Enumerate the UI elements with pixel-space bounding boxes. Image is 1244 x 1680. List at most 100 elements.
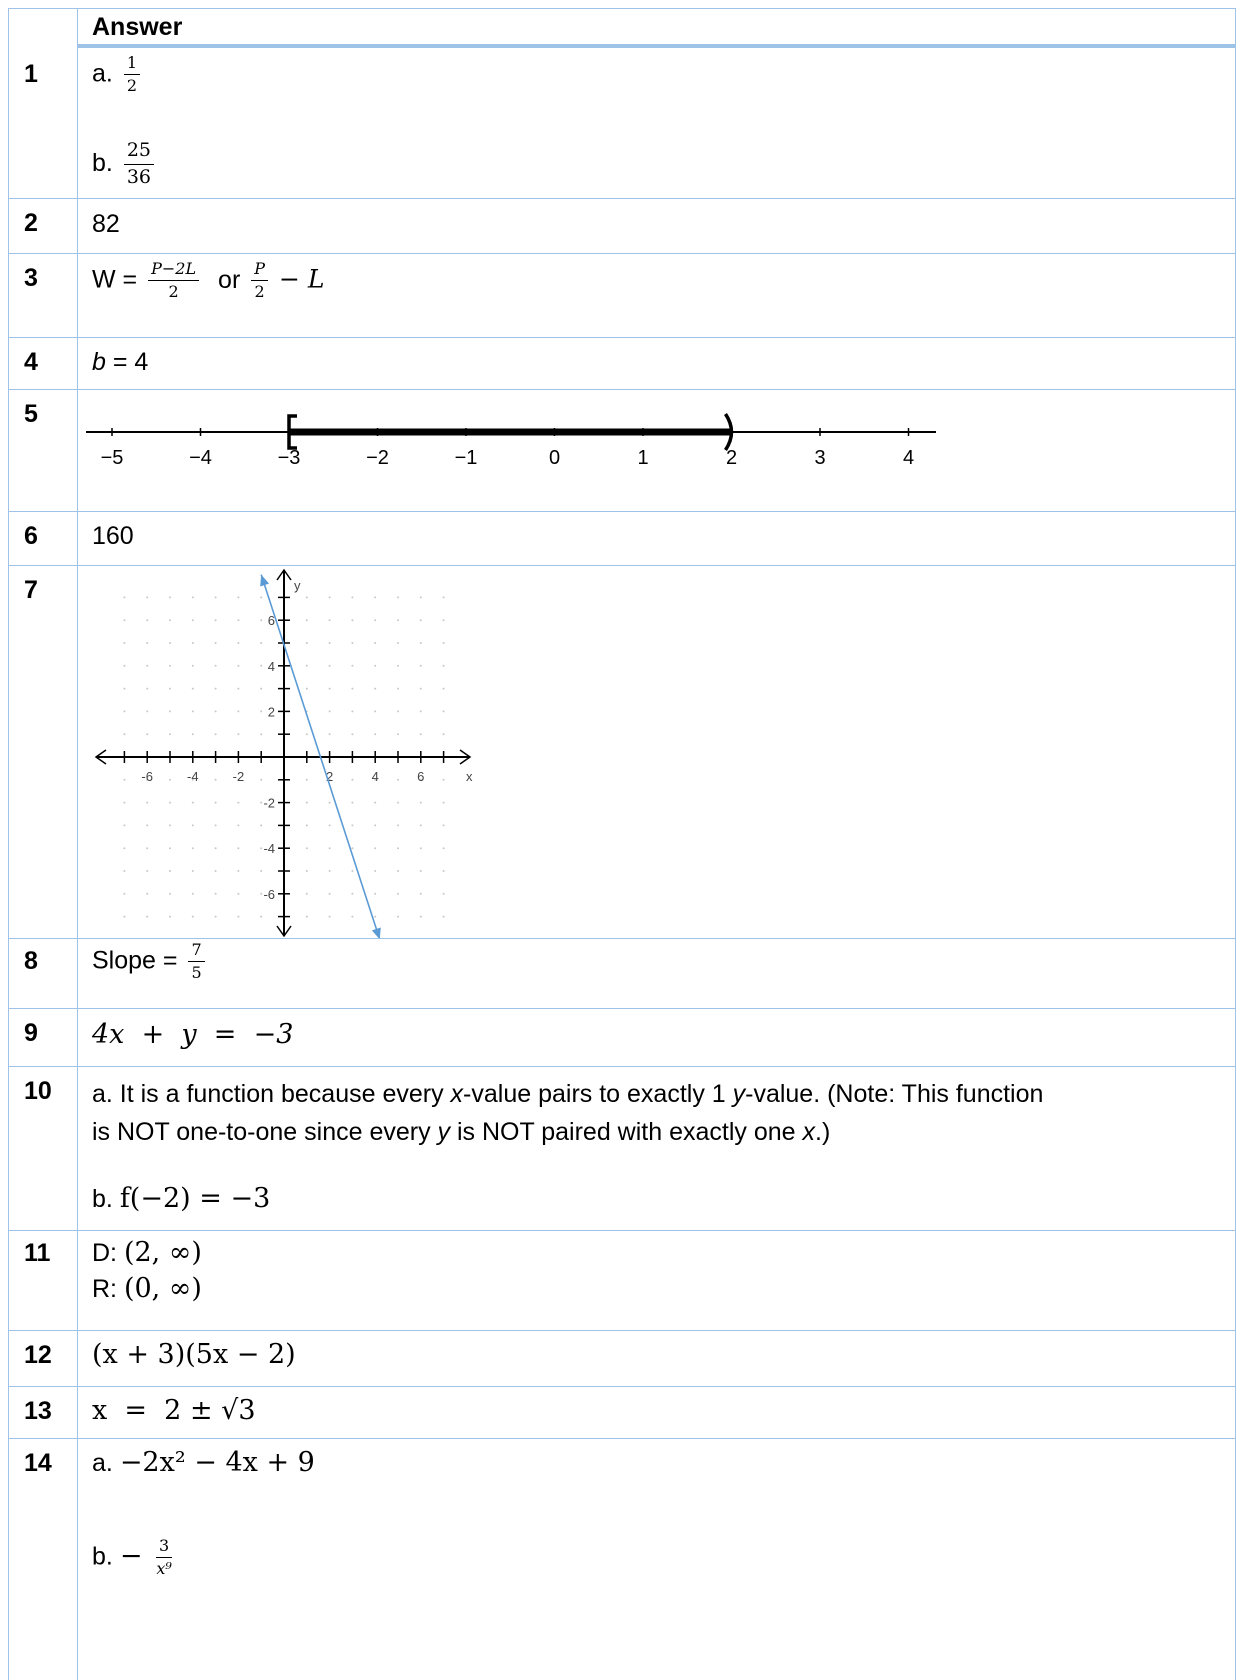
grid-dot (351, 824, 354, 827)
grid-dot (351, 915, 354, 918)
grid-dot (146, 915, 149, 918)
grid-dot (374, 824, 377, 827)
grid-dot (442, 847, 445, 850)
row-number: 9 (24, 1019, 38, 1047)
grid-dot (442, 619, 445, 622)
grid-dot (328, 847, 331, 850)
grid-dot (123, 847, 126, 850)
number-line: −5 −4 −3 −2 −1 0 1 2 3 4 (86, 413, 936, 469)
grid-dot (191, 801, 194, 804)
part-b-label: b. (92, 148, 113, 177)
grid-dot (146, 642, 149, 644)
or-label: or (218, 265, 241, 294)
grid-dot (442, 870, 445, 872)
row-number: 6 (24, 522, 38, 550)
y-tick-label: -2 (263, 796, 275, 811)
grid-dot (351, 642, 354, 644)
grid-dot (214, 915, 217, 918)
grid-dot (328, 892, 331, 895)
grid-dot (214, 619, 217, 622)
grid-dot (374, 870, 377, 872)
open-paren-right (724, 413, 734, 451)
grid-dot (123, 619, 126, 622)
number-line-tick-label: −1 (455, 447, 478, 469)
grid-dot (169, 642, 171, 644)
grid-dot (305, 892, 308, 895)
table-row-4: 4 b = 4 (8, 337, 1236, 389)
range-line: R: (0, ∞) (92, 1273, 202, 1304)
grid-dot (191, 619, 194, 622)
grid-dot (419, 733, 422, 736)
grid-dot (123, 801, 126, 804)
grid-dot (374, 847, 377, 850)
grid-dot (328, 687, 331, 690)
grid-dot (419, 710, 422, 713)
grid-dot (374, 619, 377, 622)
part-b-label: b. (92, 1542, 113, 1571)
grid-dot (419, 824, 422, 827)
grid-dot (351, 710, 354, 713)
grid-dot (214, 801, 217, 804)
grid-dot (169, 778, 171, 781)
grid-dot (169, 710, 171, 713)
grid-dot (237, 596, 240, 599)
grid-dot (191, 892, 194, 895)
grid-dot (351, 687, 354, 690)
grid-dot (442, 733, 445, 736)
answer-text: 160 (92, 522, 134, 550)
number-line-tick-label: −3 (278, 447, 301, 469)
x-axis-arrows (94, 749, 472, 765)
grid-dot (123, 733, 126, 736)
grid-dot (328, 915, 331, 918)
grid-dot (260, 778, 263, 781)
y-axis-label: y (294, 578, 301, 593)
grid-dot (260, 733, 263, 736)
grid-dot (419, 687, 422, 690)
grid-dot (169, 801, 171, 804)
grid-dot (419, 847, 422, 850)
grid-dot (442, 824, 445, 827)
grid-dot (328, 870, 331, 872)
y-tick-label: 6 (268, 613, 275, 628)
grid-dot (123, 710, 126, 713)
grid-dot (260, 710, 263, 713)
grid-dot (191, 847, 194, 850)
x-axis-label: x (466, 769, 473, 784)
grid-dot (169, 824, 171, 827)
grid-dot (169, 870, 171, 872)
grid-dot (123, 892, 126, 895)
y-tick-label: -6 (263, 887, 275, 902)
grid-dot (169, 892, 171, 895)
grid-dot (237, 892, 240, 895)
grid-dot (169, 915, 171, 918)
grid-dot (328, 642, 331, 644)
grid-dot (214, 733, 217, 736)
grid-dot (237, 870, 240, 872)
equation: 4x + y = −3 (92, 1019, 294, 1050)
grid-dot (123, 870, 126, 872)
grid-dot (328, 710, 331, 713)
x-tick-label: 2 (326, 769, 333, 784)
grid-dot (397, 801, 399, 804)
grid-dot (351, 778, 354, 781)
grid-dot (351, 870, 354, 872)
grid-dot (328, 778, 331, 781)
grid-dot (146, 619, 149, 622)
grid-dot (397, 778, 399, 781)
grid-dot (397, 619, 399, 622)
grid-dot (374, 596, 377, 599)
grid-dot (305, 870, 308, 872)
y-axis-arrows (276, 568, 292, 938)
grid-dot (374, 892, 377, 895)
grid-dot (191, 870, 194, 872)
grid-dot (146, 687, 149, 690)
grid-dot (169, 733, 171, 736)
grid-dot (146, 733, 149, 736)
grid-dot (374, 642, 377, 644)
table-row-14: 14 a. −2x² − 4x + 9 b. − 3 x⁹ (8, 1438, 1236, 1680)
part-a-label: a. (92, 1449, 113, 1477)
row-number: 5 (24, 400, 38, 428)
grid-dot (214, 664, 217, 667)
